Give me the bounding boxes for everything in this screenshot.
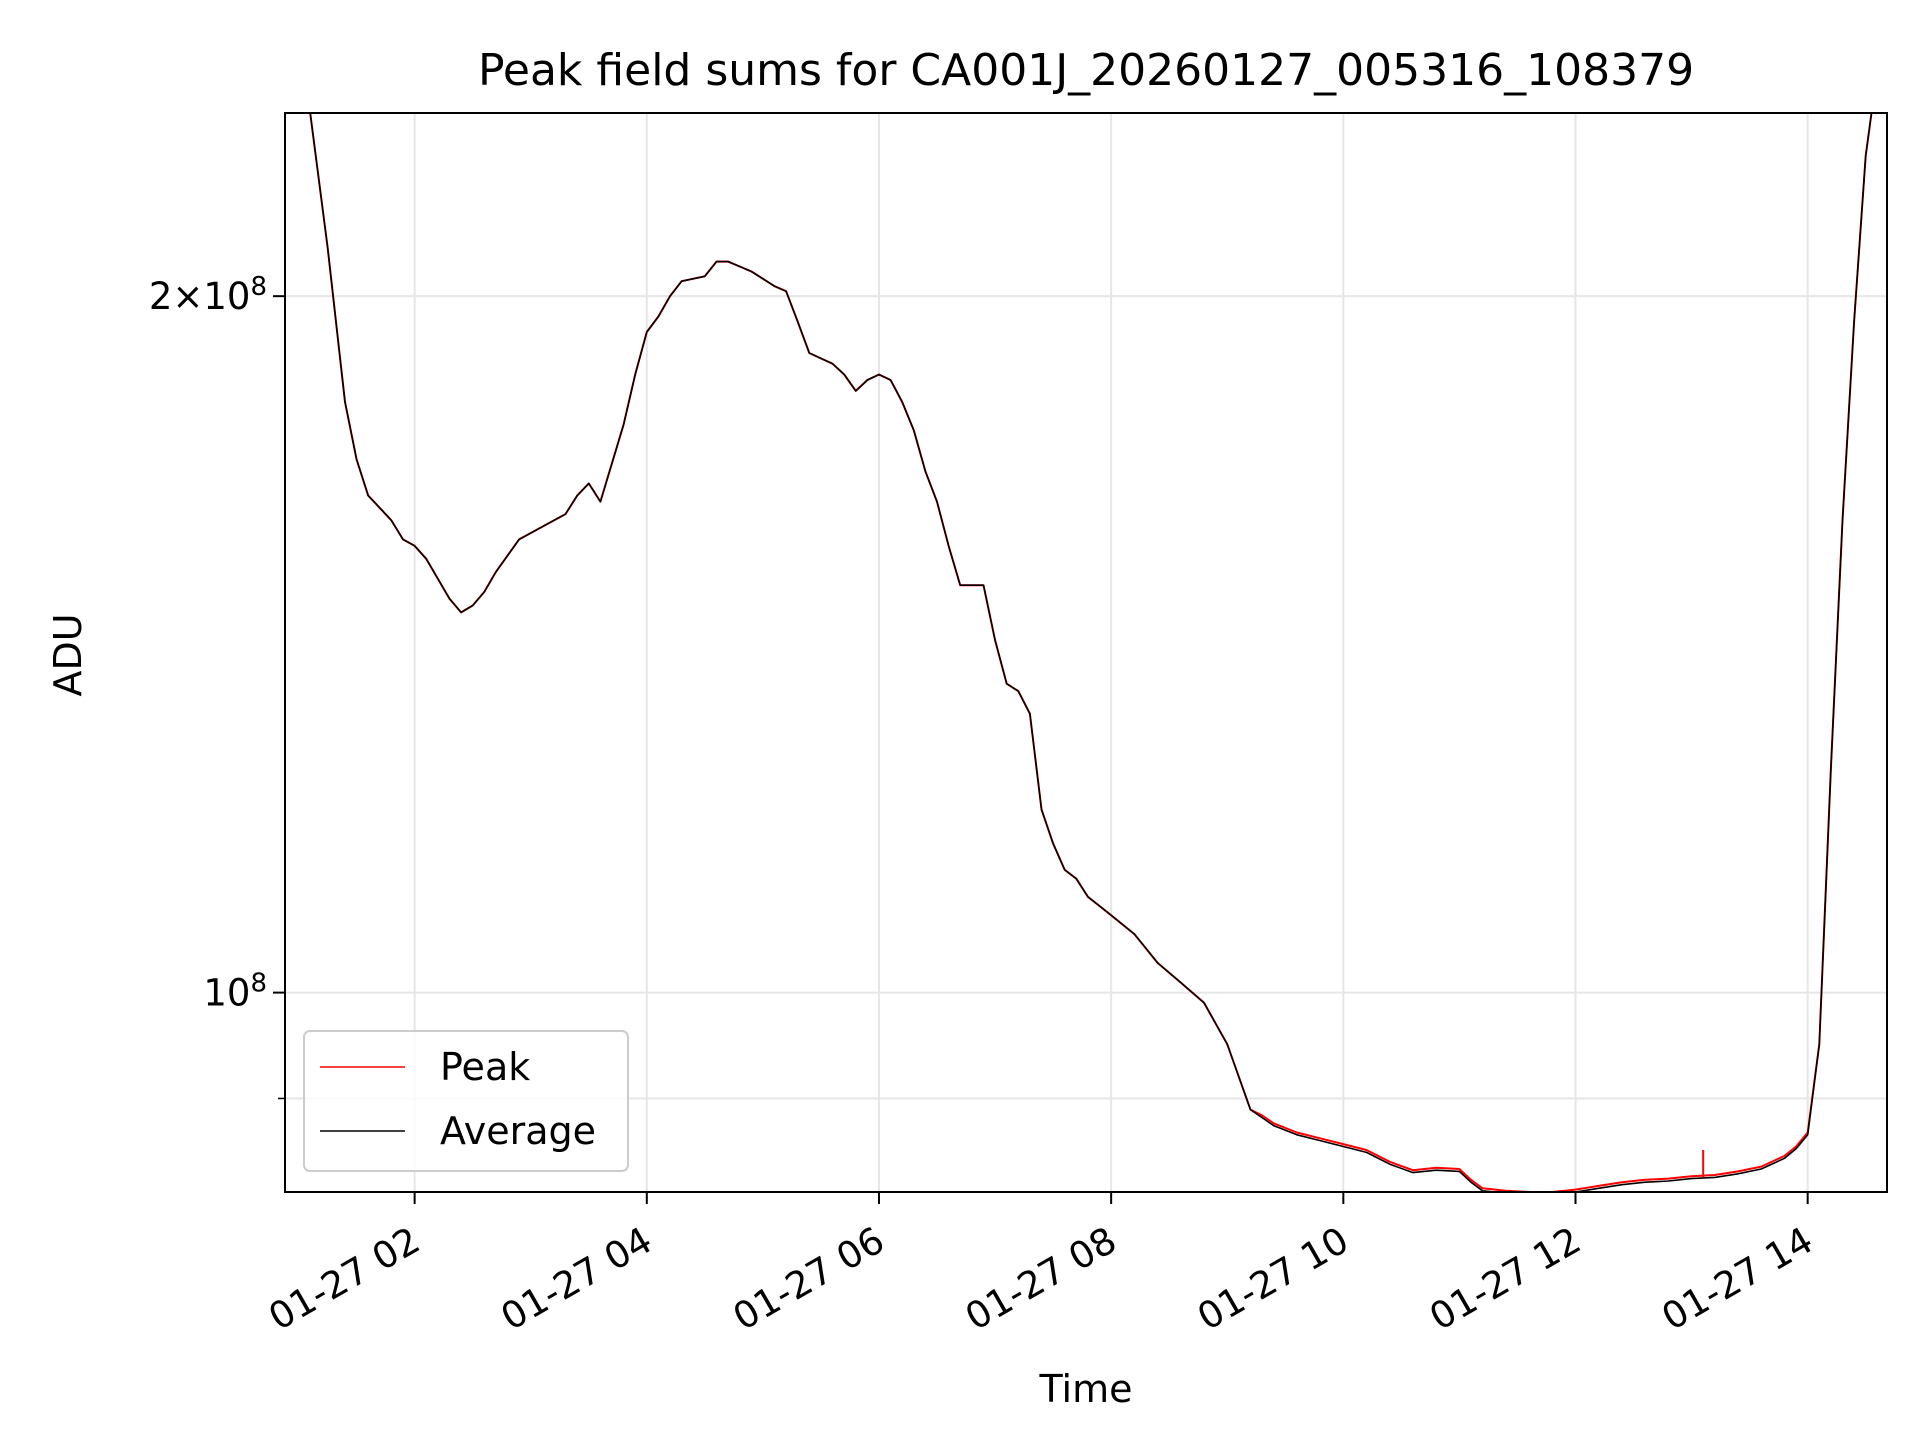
y-tick-label: 108: [203, 969, 267, 1015]
plot-frame: [284, 112, 1888, 1193]
legend: Peak Average: [303, 1030, 629, 1172]
y-axis-label: ADU: [46, 613, 90, 696]
legend-box: [303, 1030, 629, 1172]
legend-label-average: Average: [440, 1109, 596, 1153]
x-axis-label: Time: [1039, 1367, 1133, 1411]
legend-label-peak: Peak: [440, 1045, 530, 1089]
y-tick-label: 2×108: [149, 272, 267, 318]
grid: [285, 113, 1887, 1192]
y-axis: 2×108 108: [149, 272, 285, 1100]
chart-title: Peak field sums for CA001J_20260127_0053…: [478, 45, 1694, 96]
